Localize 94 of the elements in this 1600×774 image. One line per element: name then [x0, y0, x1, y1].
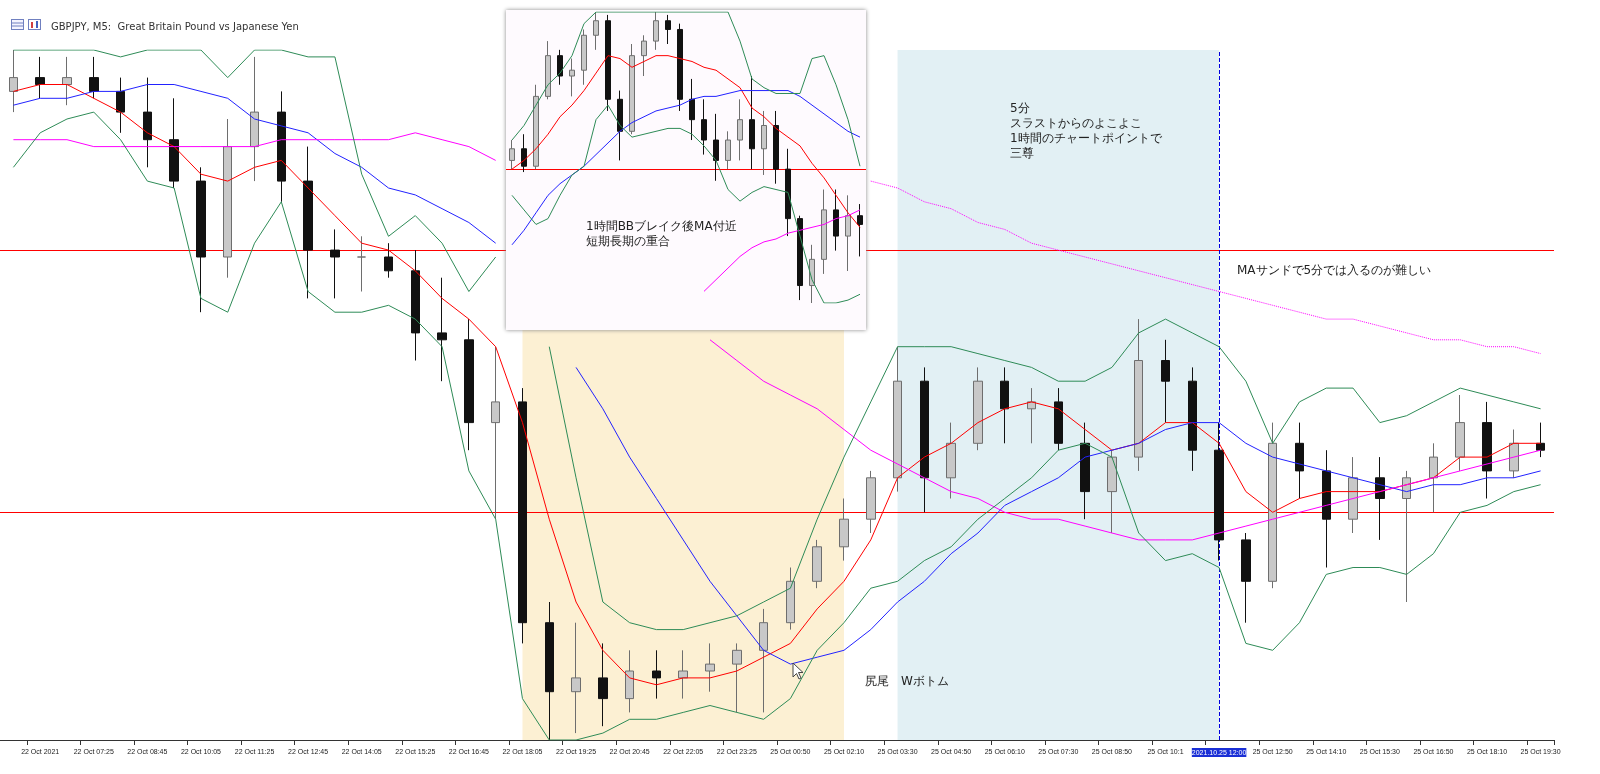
annotation: スラストからのよこよこ: [1010, 115, 1142, 130]
candlestick: [533, 84, 539, 170]
candlestick: [785, 148, 791, 237]
candlestick: [521, 133, 527, 173]
candlestick: [437, 277, 447, 382]
candlestick: [845, 194, 851, 272]
candlestick: [1161, 339, 1170, 424]
candlestick: [839, 498, 849, 562]
candlestick: [518, 387, 527, 644]
candlestick: [545, 40, 551, 100]
candlestick: [384, 242, 393, 279]
candlestick: [1214, 422, 1224, 562]
candlestick: [773, 110, 779, 185]
candlestick: [665, 14, 671, 45]
candlestick: [677, 23, 683, 112]
candlestick: [701, 98, 707, 156]
candlestick: [357, 235, 366, 292]
candlestick: [920, 366, 929, 513]
candlestick: [1402, 470, 1411, 603]
candlestick: [1509, 429, 1519, 479]
candlestick: [169, 97, 179, 189]
candlestick: [725, 130, 731, 170]
candlestick: [737, 98, 743, 161]
candlestick: [689, 78, 695, 141]
candlestick: [116, 77, 125, 134]
candlestick: [797, 215, 803, 301]
candlestick: [1429, 442, 1438, 513]
candlestick: [581, 28, 587, 86]
candlestick: [509, 139, 515, 170]
candlestick: [9, 49, 18, 113]
candlestick: [1000, 366, 1009, 444]
candlestick: [641, 34, 647, 77]
annotation: 三尊: [1010, 145, 1034, 160]
candlestick: [545, 601, 554, 741]
candlestick: [569, 58, 575, 97]
candlestick: [1054, 387, 1063, 451]
candlestick: [1107, 449, 1117, 534]
candlestick: [1134, 318, 1143, 472]
candlestick: [303, 146, 313, 299]
candlestick: [1295, 422, 1304, 499]
annotation: 5分: [1010, 100, 1030, 115]
candlestick: [866, 470, 876, 534]
candlestick: [89, 56, 99, 99]
candlestick: [1241, 532, 1251, 624]
candlestick: [713, 113, 719, 182]
candlestick: [617, 90, 623, 161]
candlestick: [411, 249, 420, 361]
candlestick: [857, 203, 863, 257]
candlestick: [605, 14, 611, 112]
candlestick: [571, 622, 581, 734]
candlestick: [598, 642, 608, 727]
candlestick: [491, 346, 500, 520]
annotation: 尻尾 Wボトム: [865, 673, 949, 688]
candlestick: [1188, 366, 1197, 472]
candlestick: [678, 649, 688, 700]
annotation: 1時間BBブレイク後MA付近: [586, 218, 737, 233]
candlestick: [652, 649, 661, 700]
candlestick: [143, 77, 152, 168]
candlestick: [1536, 422, 1545, 458]
candlestick: [625, 649, 634, 713]
candlestick: [629, 43, 635, 135]
candlestick: [1482, 401, 1492, 499]
annotation: MAサンドで5分では入るのが難しい: [1237, 262, 1432, 277]
candlestick: [761, 110, 767, 176]
candlestick: [759, 608, 768, 713]
candlestick: [330, 228, 340, 299]
candlestick: [833, 189, 839, 252]
candlestick: [786, 567, 795, 631]
candlestick: [1455, 394, 1465, 472]
annotation: 1時間のチャートポイントで: [1010, 130, 1163, 145]
candlestick: [277, 90, 286, 203]
candlestick: [946, 422, 956, 499]
candlestick: [812, 539, 822, 589]
candlestick: [62, 56, 72, 106]
candlestick: [732, 642, 742, 713]
candlestick: [250, 56, 259, 182]
candlestick: [1080, 422, 1090, 520]
candlestick: [1348, 456, 1358, 534]
candlestick: [464, 318, 474, 451]
candlestick: [557, 49, 563, 86]
candlestick: [1268, 422, 1277, 589]
candlestick: [653, 11, 659, 51]
candlestick: [1322, 449, 1331, 568]
annotation: 短期長期の重合: [586, 233, 670, 248]
candlestick: [893, 346, 902, 493]
candlestick: [973, 366, 983, 451]
chart-title: GBPJPY, M5: Great Britain Pound vs Japanese Yen: [51, 20, 299, 32]
candlestick: [1027, 387, 1036, 444]
candlestick: [196, 166, 206, 313]
candlestick: [705, 642, 715, 693]
candlestick: [223, 118, 232, 279]
candlestick: [593, 11, 599, 51]
candlestick: [821, 189, 827, 275]
candlestick: [35, 56, 45, 99]
